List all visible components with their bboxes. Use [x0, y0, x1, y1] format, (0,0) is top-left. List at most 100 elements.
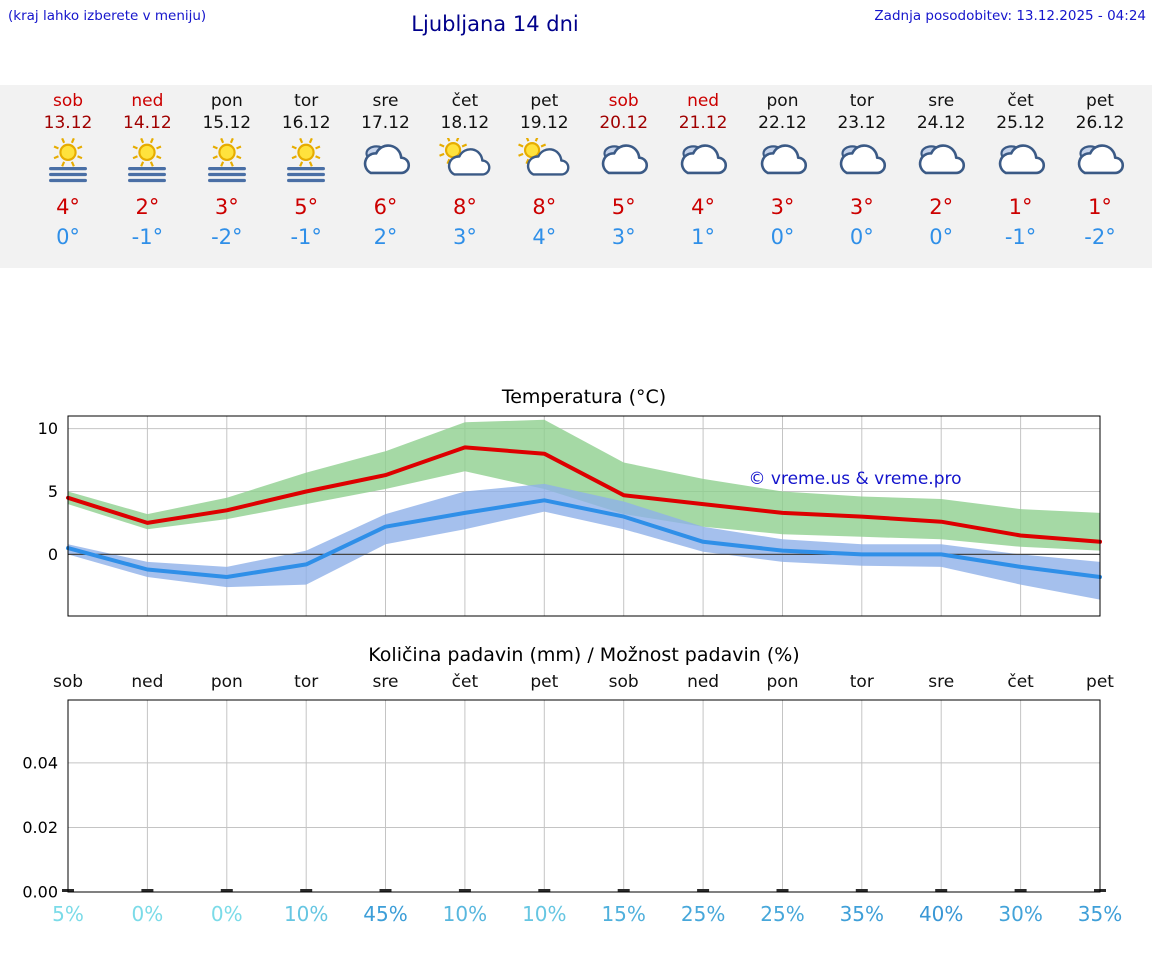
day-name: tor: [849, 91, 874, 111]
day-name: pon: [210, 91, 243, 111]
precip-day-labels: sob ned pon tor sre čet pet sob ned pon tor sre čet p…: [0, 672, 1152, 696]
precip-probability: 35%: [1077, 902, 1123, 926]
day-name: sre: [372, 91, 399, 111]
precip-probability: 25%: [760, 902, 805, 926]
precip-probability: 35%: [839, 902, 885, 926]
day-temp-max: 8°: [452, 195, 477, 219]
day-temp-max: 3°: [770, 195, 795, 219]
precip-bar: [379, 889, 392, 892]
precip-bar: [617, 889, 630, 892]
precip-y-tick: 0.02: [22, 818, 58, 837]
weather-icon-cloudy: [1061, 138, 1139, 186]
weather-icon-cloudy: [585, 138, 663, 186]
day-name: čet: [1007, 91, 1034, 111]
weather-icon-sun-haze: [188, 137, 266, 186]
line-temperatura-max: [66, 445, 1102, 544]
day-temp-max: 4°: [56, 195, 80, 219]
band-max-range: [68, 419, 1100, 551]
day-date: 17.12: [361, 113, 410, 133]
precip-bar: [697, 889, 710, 892]
day-name: tor: [294, 91, 319, 111]
day-name: sob: [608, 91, 639, 111]
day-date: 19.12: [519, 113, 569, 133]
precip-bar: [300, 889, 313, 892]
line-temperatura-min: [66, 498, 1102, 579]
weather-icon-partly-sunny: [426, 136, 504, 186]
precip-day-label: čet: [1007, 672, 1034, 692]
weather-icon-cloudy: [664, 138, 742, 186]
precip-bar: [776, 889, 789, 892]
day-temp-max: 5°: [611, 195, 636, 219]
day-temp-min: -2°: [211, 225, 243, 249]
day-date: 14.12: [123, 113, 172, 133]
day-temp-min: 0°: [770, 225, 795, 249]
temperature-chart: © vreme.us & vreme.pro 0 5 10: [38, 415, 1102, 617]
day-temp-max: 6°: [373, 195, 398, 219]
precip-day-label: pon: [210, 672, 243, 692]
precip-day-label: tor: [849, 672, 874, 692]
day-temp-max: 3°: [849, 195, 874, 219]
precip-bar: [538, 889, 551, 892]
precip-probability: 30%: [998, 902, 1043, 926]
precip-probability: 25%: [680, 902, 726, 926]
temp-y-tick: 10: [38, 419, 58, 438]
band-min-range: [68, 483, 1100, 600]
day-temp-min: -1°: [290, 225, 322, 249]
day-date: 16.12: [281, 113, 331, 133]
day-name: pon: [766, 91, 799, 111]
precip-y-tick: 0.00: [22, 883, 58, 899]
precip-probability: 0%: [131, 902, 164, 926]
precip-bar: [855, 889, 868, 892]
day-temp-min: 0°: [929, 225, 954, 249]
page-title: Ljubljana 14 dni: [411, 12, 579, 36]
day-temp-min: 3°: [452, 225, 477, 249]
precip-bar: [1014, 889, 1027, 892]
day-date: 26.12: [1075, 113, 1125, 133]
day-date: 23.12: [837, 113, 887, 133]
day-temp-min: 1°: [691, 225, 716, 249]
precip-bar: [220, 889, 233, 892]
day-date: 25.12: [996, 113, 1045, 133]
day-name: sre: [928, 91, 955, 111]
day-name: ned: [687, 91, 720, 111]
day-temp-min: -2°: [1084, 225, 1116, 249]
precip-probability: 15%: [601, 902, 646, 926]
day-name: čet: [451, 91, 479, 111]
day-temp-max: 1°: [1088, 195, 1112, 219]
day-temp-max: 2°: [929, 195, 954, 219]
day-temp-max: 2°: [135, 195, 160, 219]
day-temp-min: 2°: [373, 225, 398, 249]
precip-probability: 10%: [283, 902, 329, 926]
temperature-chart-title: Temperatura (°C): [501, 386, 667, 408]
precip-day-label: ned: [687, 672, 720, 692]
day-temp-min: 4°: [532, 225, 557, 249]
day-name: ned: [131, 91, 164, 111]
precipitation-chart-title: Količina padavin (mm) / Možnost padavin …: [368, 644, 800, 666]
precip-day-label: tor: [294, 672, 319, 692]
day-temp-max: 4°: [691, 195, 716, 219]
watermark: © vreme.us & vreme.pro: [748, 469, 961, 489]
day-date: 24.12: [916, 113, 966, 133]
precip-bar: [458, 889, 471, 892]
precip-probability: 0%: [210, 902, 243, 926]
temp-y-tick: 5: [48, 482, 58, 501]
day-temp-min: 0°: [849, 225, 874, 249]
day-temp-min: -1°: [1004, 225, 1037, 249]
forecast-day-strip: sob 13.12 4° 0° ned 14.12 2° -1° pon 15.12 3° -2° to…: [0, 85, 1152, 268]
precip-bar: [141, 889, 154, 892]
day-name: pet: [530, 91, 559, 111]
precip-probability: 5%: [52, 902, 84, 926]
day-date: 13.12: [43, 113, 93, 133]
day-temp-max: 8°: [532, 195, 557, 219]
precip-bar: [935, 889, 948, 892]
menu-hint: (kraj lahko izberete v meniju): [8, 8, 207, 24]
weather-icon-cloudy: [823, 138, 901, 186]
precip-day-label: sob: [52, 672, 84, 692]
day-date: 22.12: [758, 113, 807, 133]
precip-y-tick: 0.04: [22, 753, 58, 772]
weather-icon-cloudy: [982, 138, 1060, 186]
precip-day-label: pet: [1086, 672, 1114, 692]
last-update: Zadnja posodobitev: 13.12.2025 - 04:24: [874, 8, 1146, 24]
precip-day-label: čet: [451, 672, 479, 692]
precip-probability: 10%: [442, 902, 488, 926]
